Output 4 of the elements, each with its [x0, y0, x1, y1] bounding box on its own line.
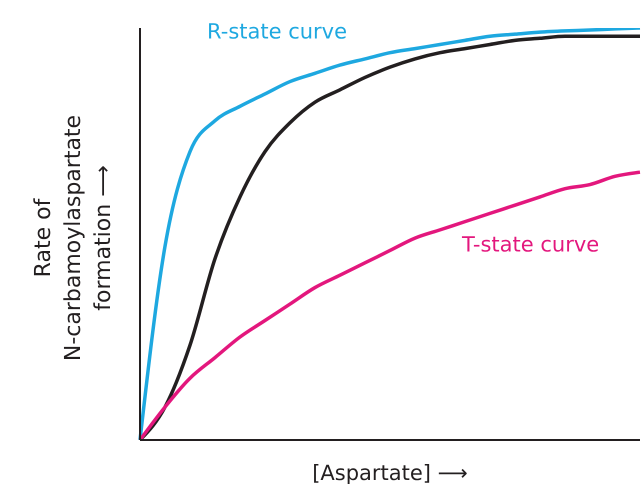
- y-axis-title: Rate of N-carbamoylaspartate formation ⟶: [31, 114, 116, 362]
- series-label: R-state curve: [207, 20, 348, 44]
- series-label: T-state curve: [461, 232, 600, 257]
- x-axis-title: [Aspartate] ⟶: [312, 461, 468, 485]
